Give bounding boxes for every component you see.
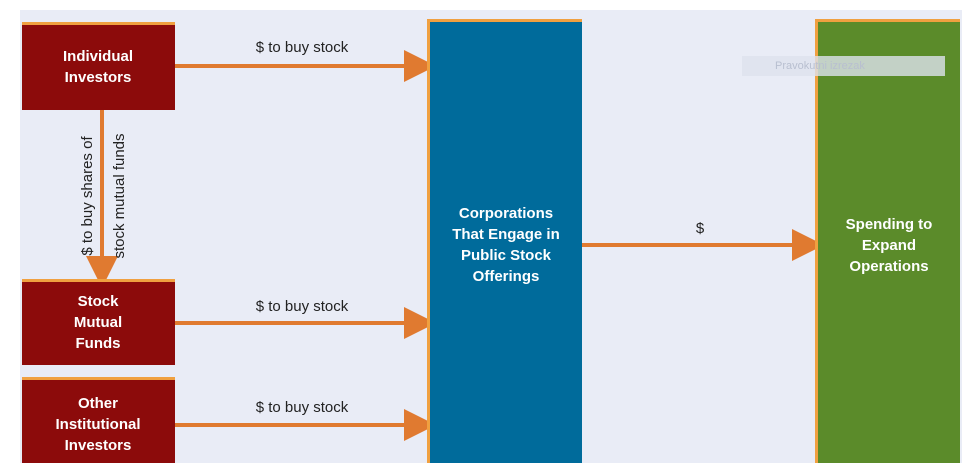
node-label: Investors bbox=[65, 437, 132, 454]
overlay-box bbox=[742, 56, 945, 76]
node-box bbox=[22, 282, 175, 365]
edge-label: $ bbox=[696, 220, 705, 237]
node-label: Institutional bbox=[56, 416, 141, 433]
node-border bbox=[22, 377, 175, 380]
node-label: Operations bbox=[849, 258, 928, 275]
node-border bbox=[815, 19, 818, 463]
edge-label: $ to buy shares of bbox=[79, 136, 96, 256]
edge-label: $ to buy stock bbox=[256, 298, 349, 315]
node-label: Other bbox=[78, 395, 118, 412]
node-label: Individual bbox=[63, 48, 133, 65]
node-label: That Engage in bbox=[452, 226, 560, 243]
edge-label: $ to buy stock bbox=[256, 39, 349, 56]
node-box bbox=[22, 25, 175, 110]
node-label: Funds bbox=[76, 335, 121, 352]
edge-label: stock mutual funds bbox=[111, 133, 128, 258]
node-label: Stock bbox=[78, 293, 120, 310]
node-border bbox=[815, 19, 960, 22]
arrows bbox=[86, 50, 824, 441]
node-box bbox=[22, 380, 175, 463]
node-label: Expand bbox=[862, 237, 916, 254]
node-label: Mutual bbox=[74, 314, 122, 331]
node-box bbox=[430, 22, 582, 463]
overlay-label: Pravokutni izrezak bbox=[775, 60, 865, 72]
edge-label: $ to buy stock bbox=[256, 399, 349, 416]
node-label: Spending to bbox=[846, 216, 933, 233]
node-label: Public Stock bbox=[461, 247, 552, 264]
node-border bbox=[22, 22, 175, 25]
node-label: Offerings bbox=[473, 268, 540, 285]
node-border bbox=[427, 19, 430, 463]
node-label: Investors bbox=[65, 69, 132, 86]
node-label: Corporations bbox=[459, 205, 553, 222]
node-border bbox=[427, 19, 582, 22]
node-border bbox=[22, 279, 175, 282]
node-box bbox=[818, 22, 960, 463]
